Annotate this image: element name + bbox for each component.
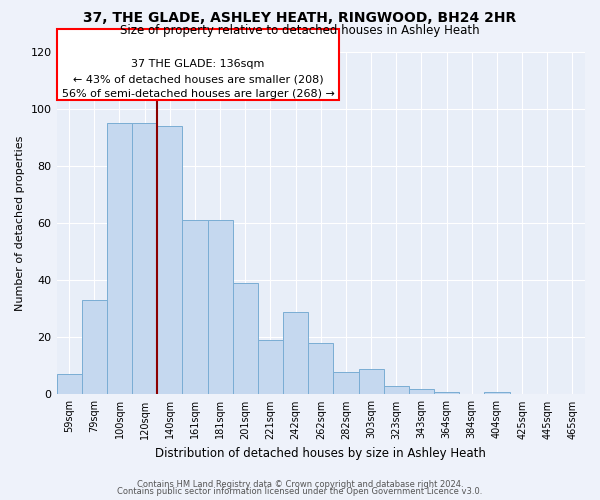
X-axis label: Distribution of detached houses by size in Ashley Heath: Distribution of detached houses by size … [155, 447, 486, 460]
Bar [283, 312, 308, 394]
Bar [107, 123, 132, 394]
Bar [359, 368, 383, 394]
Bar [409, 388, 434, 394]
Bar [157, 126, 182, 394]
Text: Contains HM Land Registry data © Crown copyright and database right 2024.: Contains HM Land Registry data © Crown c… [137, 480, 463, 489]
Text: Size of property relative to detached houses in Ashley Heath: Size of property relative to detached ho… [120, 24, 480, 37]
Bar [383, 386, 409, 394]
Bar [484, 392, 509, 394]
Text: ← 43% of detached houses are smaller (208): ← 43% of detached houses are smaller (20… [73, 75, 323, 85]
Bar [82, 300, 107, 394]
Bar [434, 392, 459, 394]
Bar [308, 343, 334, 394]
Bar [132, 123, 157, 394]
Bar [334, 372, 359, 394]
Text: 37, THE GLADE, ASHLEY HEATH, RINGWOOD, BH24 2HR: 37, THE GLADE, ASHLEY HEATH, RINGWOOD, B… [83, 11, 517, 25]
Bar [233, 283, 258, 395]
Text: Contains public sector information licensed under the Open Government Licence v3: Contains public sector information licen… [118, 488, 482, 496]
Y-axis label: Number of detached properties: Number of detached properties [15, 136, 25, 310]
Bar [56, 374, 82, 394]
FancyBboxPatch shape [56, 29, 339, 100]
Text: 56% of semi-detached houses are larger (268) →: 56% of semi-detached houses are larger (… [62, 90, 335, 100]
Bar [258, 340, 283, 394]
Text: 37 THE GLADE: 136sqm: 37 THE GLADE: 136sqm [131, 59, 265, 69]
Bar [182, 220, 208, 394]
Bar [208, 220, 233, 394]
